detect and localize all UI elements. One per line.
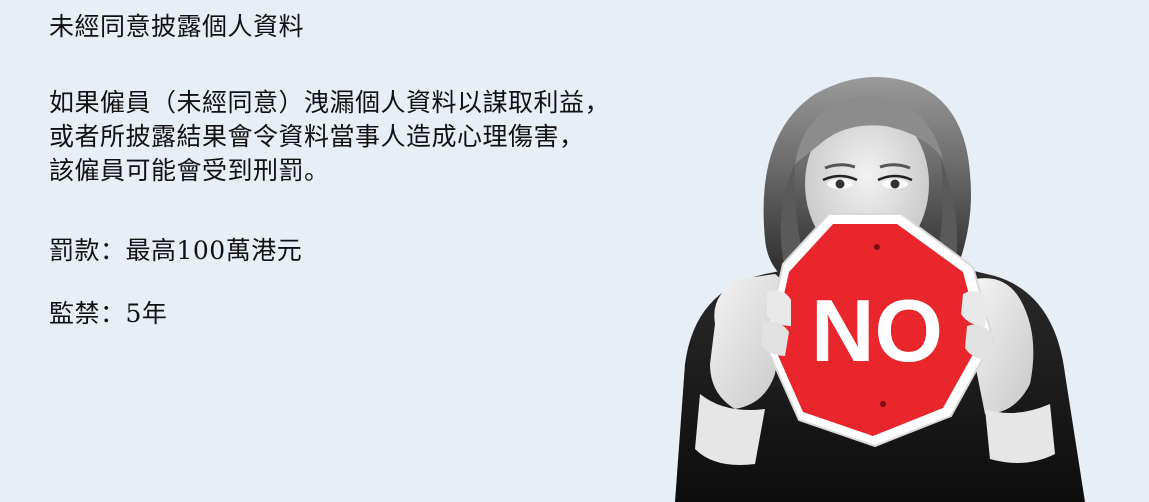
no-sign (773, 224, 981, 436)
paragraph-line: 或者所披露結果會令資料當事人造成心理傷害， (49, 122, 585, 151)
fine-text: 罰款：最高100萬港元 (49, 236, 303, 265)
paragraph-line: 如果僱員（未經同意）洩漏個人資料以謀取利益， (49, 88, 611, 117)
paragraph-line: 該僱員可能會受到刑罰。 (49, 156, 330, 185)
woman-holding-no-sign-image: NO (655, 64, 1095, 502)
slide-title: 未經同意披露個人資料 (49, 12, 305, 41)
imprisonment-text: 監禁：5年 (49, 299, 168, 328)
no-sign-text: NO (811, 281, 943, 380)
warning-paragraph: 如果僱員（未經同意）洩漏個人資料以謀取利益， 或者所披露結果會令資料當事人造成心… (49, 86, 610, 188)
